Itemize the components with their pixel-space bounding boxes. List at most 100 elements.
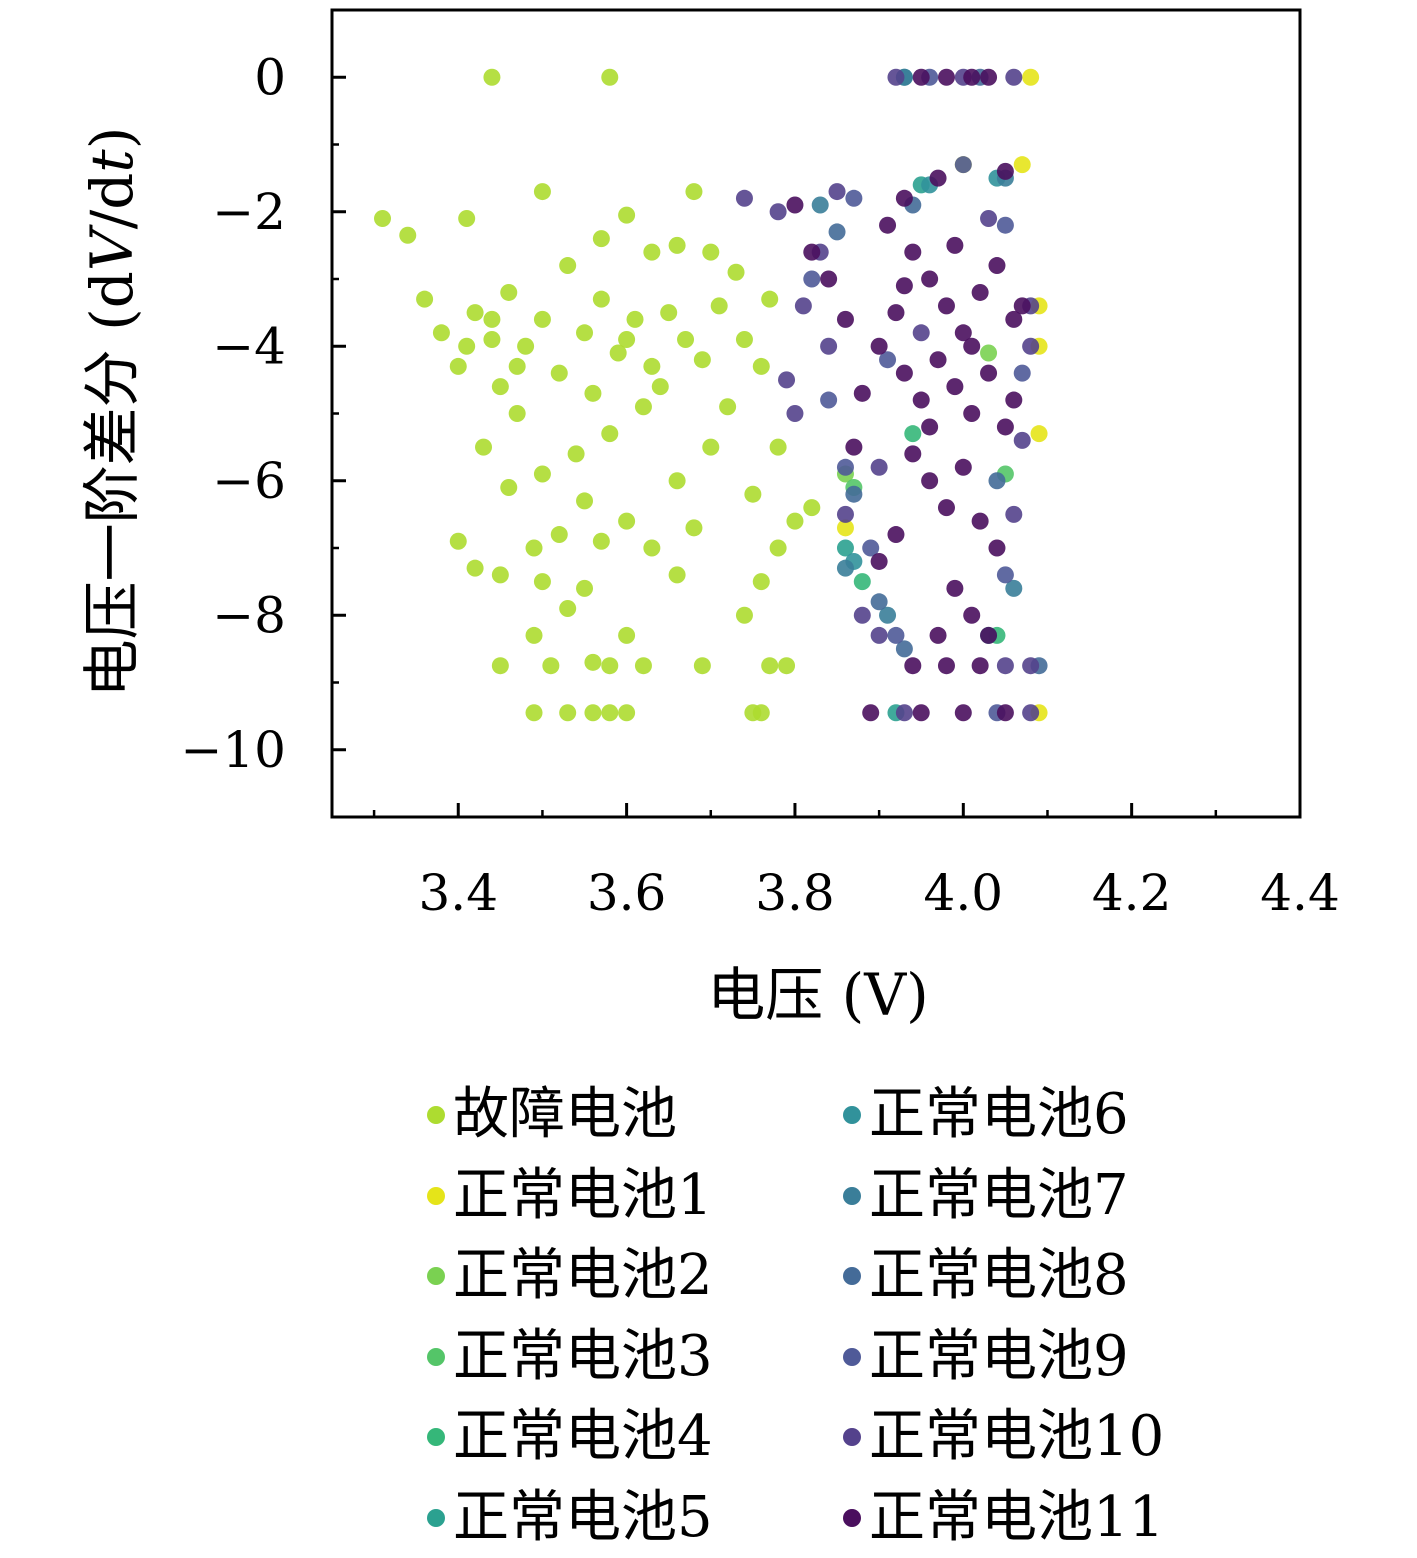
data-point xyxy=(946,378,963,395)
data-point xyxy=(770,540,787,557)
data-point xyxy=(879,217,896,234)
data-point xyxy=(938,297,955,314)
data-point xyxy=(845,190,862,207)
data-point xyxy=(584,704,601,721)
data-point xyxy=(618,704,635,721)
data-point xyxy=(887,627,904,644)
data-point xyxy=(753,573,770,590)
legend-marker-icon xyxy=(843,1267,861,1285)
legend-label: 正常电池9 xyxy=(869,1329,1129,1385)
legend-label: 正常电池5 xyxy=(453,1490,713,1546)
data-point xyxy=(500,284,517,301)
legend-marker-icon xyxy=(843,1348,861,1366)
data-point xyxy=(433,324,450,341)
data-point xyxy=(559,704,576,721)
data-point xyxy=(1022,338,1039,355)
data-point xyxy=(744,486,761,503)
data-point xyxy=(374,210,391,227)
data-point xyxy=(997,418,1014,435)
data-point xyxy=(786,197,803,214)
y-tick-label: −4 xyxy=(212,317,286,375)
data-point xyxy=(551,365,568,382)
y-tick-label: 0 xyxy=(254,48,286,106)
data-point xyxy=(913,704,930,721)
data-point xyxy=(719,398,736,415)
x-tick-label: 3.4 xyxy=(418,864,498,922)
data-point xyxy=(618,627,635,644)
data-point xyxy=(938,499,955,516)
data-point xyxy=(652,378,669,395)
legend-item: 故障电池 xyxy=(420,1075,836,1156)
data-point xyxy=(972,284,989,301)
data-point xyxy=(492,657,509,674)
data-point xyxy=(938,657,955,674)
series-1 xyxy=(374,69,820,722)
legend-marker-icon xyxy=(843,1428,861,1446)
data-point xyxy=(921,271,938,288)
data-point xyxy=(618,331,635,348)
legend-label: 正常电池10 xyxy=(869,1409,1164,1465)
data-point xyxy=(837,311,854,328)
data-point xyxy=(871,338,888,355)
data-point xyxy=(584,385,601,402)
data-point xyxy=(601,657,618,674)
legend-label: 正常电池8 xyxy=(869,1248,1129,1304)
data-point xyxy=(980,344,997,361)
y-tick-label: −10 xyxy=(180,721,286,779)
legend-marker-icon xyxy=(427,1348,445,1366)
legend-marker-icon xyxy=(843,1187,861,1205)
data-point xyxy=(492,566,509,583)
legend-label: 正常电池4 xyxy=(453,1409,713,1465)
legend-label: 正常电池2 xyxy=(453,1248,713,1304)
data-point xyxy=(483,311,500,328)
data-point xyxy=(904,445,921,462)
data-point xyxy=(483,69,500,86)
data-point xyxy=(1005,506,1022,523)
data-point xyxy=(930,170,947,187)
data-point xyxy=(526,704,543,721)
data-point xyxy=(795,297,812,314)
data-point xyxy=(1022,69,1039,86)
data-point xyxy=(904,425,921,442)
data-point xyxy=(921,418,938,435)
data-point xyxy=(997,163,1014,180)
data-point xyxy=(913,324,930,341)
y-tick-label: −2 xyxy=(212,183,286,241)
data-point xyxy=(778,657,795,674)
data-point xyxy=(854,385,871,402)
data-point xyxy=(702,439,719,456)
data-point xyxy=(660,304,677,321)
data-point xyxy=(871,459,888,476)
data-point xyxy=(963,69,980,86)
data-point xyxy=(601,69,618,86)
data-points xyxy=(374,69,1048,722)
data-point xyxy=(786,405,803,422)
x-tick-label: 4.0 xyxy=(924,864,1004,922)
data-point xyxy=(812,197,829,214)
data-point xyxy=(820,392,837,409)
data-point xyxy=(997,566,1014,583)
data-point xyxy=(1014,156,1031,173)
data-point xyxy=(871,553,888,570)
data-point xyxy=(896,704,913,721)
data-point xyxy=(1031,425,1048,442)
data-point xyxy=(988,540,1005,557)
data-point xyxy=(896,277,913,294)
data-point xyxy=(845,486,862,503)
x-tick-label: 4.4 xyxy=(1260,864,1340,922)
data-point xyxy=(904,657,921,674)
legend-item: 正常电池9 xyxy=(836,1317,1216,1398)
data-point xyxy=(955,704,972,721)
legend-item: 正常电池7 xyxy=(836,1156,1216,1237)
data-point xyxy=(416,291,433,308)
data-point xyxy=(593,230,610,247)
data-point xyxy=(887,304,904,321)
data-point xyxy=(837,506,854,523)
data-point xyxy=(1014,365,1031,382)
data-point xyxy=(988,472,1005,489)
data-point xyxy=(669,237,686,254)
legend-label: 正常电池1 xyxy=(453,1168,713,1224)
legend-item: 正常电池11 xyxy=(836,1478,1216,1558)
data-point xyxy=(736,607,753,624)
data-point xyxy=(803,244,820,261)
